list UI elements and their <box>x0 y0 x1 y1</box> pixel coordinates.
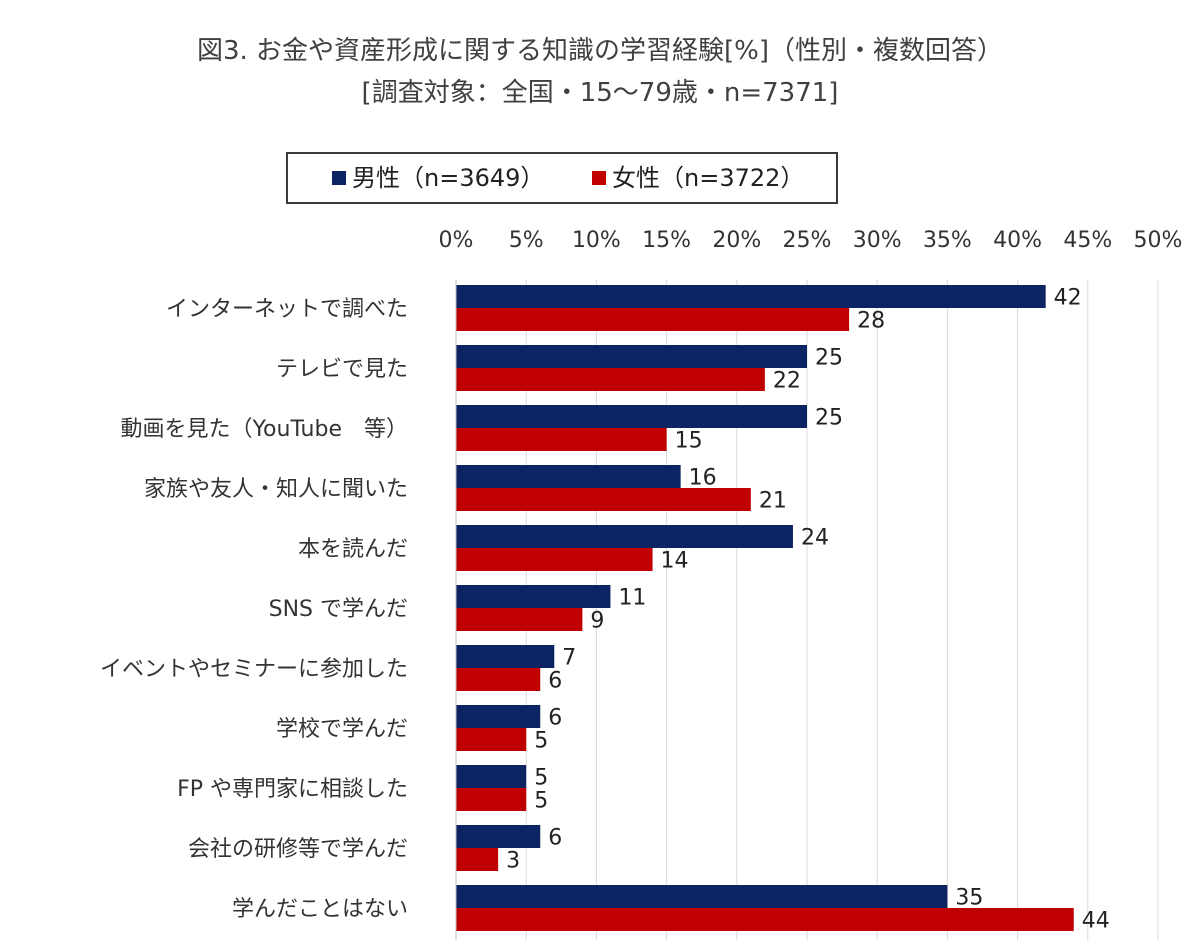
bar-female-9 <box>456 848 499 871</box>
x-tick-label-2: 10% <box>572 228 621 253</box>
value-label-male-6: 7 <box>562 646 576 671</box>
category-label-1: テレビで見た <box>276 357 408 382</box>
value-label-female-7: 5 <box>534 729 548 754</box>
legend-item-female: 女性（n=3722） <box>592 164 804 192</box>
value-label-male-7: 6 <box>548 706 562 731</box>
value-label-male-1: 25 <box>815 346 843 371</box>
legend-label-male: 男性（n=3649） <box>352 164 545 192</box>
legend-swatch-female <box>592 171 606 185</box>
value-label-female-6: 6 <box>548 669 562 694</box>
value-label-male-0: 42 <box>1054 286 1082 311</box>
bar-female-8 <box>456 788 527 811</box>
value-label-female-1: 22 <box>773 369 801 394</box>
bar-male-1 <box>456 345 807 368</box>
category-label-0: インターネットで調べた <box>166 297 408 322</box>
bar-female-1 <box>456 368 765 391</box>
x-tick-label-4: 20% <box>712 228 761 253</box>
value-label-male-2: 25 <box>815 406 843 431</box>
value-label-female-8: 5 <box>534 789 548 814</box>
value-label-male-3: 16 <box>689 466 717 491</box>
x-tick-label-3: 15% <box>642 228 691 253</box>
category-label-2: 動画を見た（YouTube 等） <box>121 417 408 442</box>
bar-female-5 <box>456 608 583 631</box>
category-label-7: 学校で学んだ <box>276 717 408 742</box>
x-tick-label-5: 25% <box>783 228 832 253</box>
bar-female-3 <box>456 488 751 511</box>
chart-title: 図3. お金や資産形成に関する知識の学習経験[%]（性別・複数回答） <box>196 36 1004 66</box>
bar-male-3 <box>456 465 681 488</box>
x-tick-label-6: 30% <box>853 228 902 253</box>
bar-male-8 <box>456 765 527 788</box>
bar-male-4 <box>456 525 793 548</box>
x-tick-label-8: 40% <box>993 228 1042 253</box>
bar-female-10 <box>456 908 1074 931</box>
bar-female-4 <box>456 548 653 571</box>
bar-female-7 <box>456 728 527 751</box>
value-label-female-5: 9 <box>590 609 604 634</box>
value-label-female-9: 3 <box>506 849 520 874</box>
legend-item-male: 男性（n=3649） <box>332 164 544 192</box>
value-label-male-10: 35 <box>955 886 983 911</box>
category-label-4: 本を読んだ <box>298 537 408 562</box>
value-label-female-0: 28 <box>857 309 885 334</box>
legend: 男性（n=3649） 女性（n=3722） <box>286 152 838 204</box>
bar-male-0 <box>456 285 1046 308</box>
category-label-3: 家族や友人・知人に聞いた <box>144 477 408 502</box>
bar-male-5 <box>456 585 611 608</box>
category-label-10: 学んだことはない <box>232 897 408 922</box>
bar-male-6 <box>456 645 555 668</box>
category-label-6: イベントやセミナーに参加した <box>100 657 408 682</box>
value-label-male-5: 11 <box>618 586 646 611</box>
x-tick-label-0: 0% <box>439 228 474 253</box>
x-tick-label-9: 45% <box>1063 228 1112 253</box>
category-label-5: SNS で学んだ <box>269 597 408 622</box>
chart-subtitle: [調査対象：全国・15～79歳・n=7371] <box>361 78 839 108</box>
bar-female-2 <box>456 428 667 451</box>
value-label-male-9: 6 <box>548 826 562 851</box>
category-label-9: 会社の研修等で学んだ <box>188 837 408 862</box>
x-tick-label-7: 35% <box>923 228 972 253</box>
category-label-8: FP や専門家に相談した <box>177 777 408 802</box>
value-label-male-8: 5 <box>534 766 548 791</box>
legend-label-female: 女性（n=3722） <box>612 164 805 192</box>
bar-female-6 <box>456 668 541 691</box>
x-tick-label-1: 5% <box>509 228 544 253</box>
legend-swatch-male <box>332 171 346 185</box>
bar-female-0 <box>456 308 850 331</box>
value-label-female-2: 15 <box>675 429 703 454</box>
bar-male-2 <box>456 405 807 428</box>
value-label-female-10: 44 <box>1082 909 1110 934</box>
value-label-female-3: 21 <box>759 489 787 514</box>
bar-male-9 <box>456 825 541 848</box>
bar-male-7 <box>456 705 541 728</box>
value-label-male-4: 24 <box>801 526 829 551</box>
value-label-female-4: 14 <box>661 549 689 574</box>
bar-male-10 <box>456 885 948 908</box>
x-tick-label-10: 50% <box>1134 228 1183 253</box>
